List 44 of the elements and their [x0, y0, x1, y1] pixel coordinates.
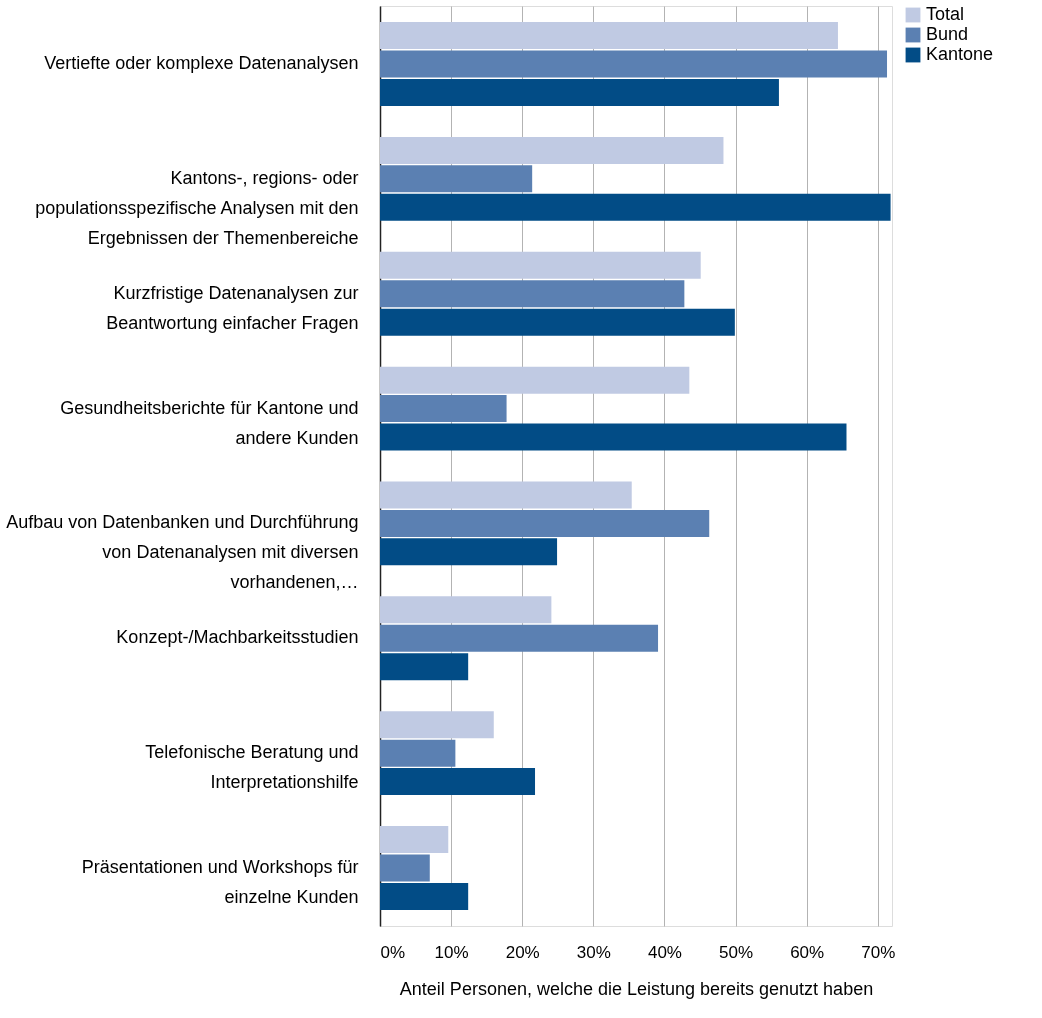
- y-tick-label: Telefonische Beratung und Interpretationshilfe: [145, 742, 359, 793]
- bar: [380, 481, 632, 509]
- bar: [380, 280, 685, 308]
- y-tick-label: Konzept-/Machbarkeitsstudien: [116, 627, 359, 648]
- bar: [380, 768, 536, 796]
- y-tick-label: Präsentationen und Workshops für einzelne Kunden: [81, 857, 359, 907]
- bar: [380, 538, 558, 566]
- bar: [380, 308, 735, 336]
- y-tick-label: Gesundheitsberichte für Kantone und andere Kunden: [60, 397, 359, 448]
- y-tick-label: Aufbau von Datenbanken und Durchführung von Datenanalysen mit diversen vorhandenen,…: [6, 512, 359, 593]
- bar: [380, 826, 449, 854]
- x-tick-label: 50%: [719, 942, 754, 962]
- x-tick-label: 70%: [861, 942, 896, 962]
- x-axis-title: Anteil Personen, welche die Leistung bereits genutzt haben: [399, 978, 874, 999]
- bar: [380, 78, 779, 106]
- bar: [380, 882, 469, 910]
- bar: [380, 596, 552, 624]
- bar: [380, 395, 507, 423]
- y-tick-label: Vertiefte oder komplexe Datenanalysen: [44, 53, 359, 73]
- bar: [380, 509, 710, 537]
- x-tick-label: 10%: [434, 942, 469, 962]
- legend-label: Total: [926, 4, 965, 24]
- x-tick-label: 20%: [505, 942, 540, 962]
- bar: [380, 739, 456, 767]
- bar: [380, 165, 533, 193]
- bar: [380, 22, 838, 50]
- x-tick-label: 40%: [647, 942, 682, 962]
- bar: [380, 423, 847, 451]
- bar: [380, 366, 690, 394]
- legend-label: Kantone: [926, 44, 994, 64]
- bar: [380, 136, 724, 164]
- x-tick-label: 30%: [576, 942, 611, 962]
- y-tick-label: Kantons-, regions- oder populationsspezifische Analysen mit den Ergebnissen der Themenbereiche: [35, 167, 359, 248]
- bar: [380, 711, 494, 739]
- bar: [380, 624, 659, 652]
- bar: [380, 50, 888, 78]
- y-tick-label: Kurzfristige Datenanalysen zur Beantwortung einfacher Fragen: [106, 282, 359, 333]
- legend-label: Bund: [926, 24, 969, 44]
- bar: [380, 251, 701, 279]
- bar: [380, 854, 430, 882]
- x-tick-label: 60%: [790, 942, 825, 962]
- bar: [380, 653, 469, 681]
- x-tick-label: 0%: [380, 942, 406, 962]
- bar: [380, 193, 891, 221]
